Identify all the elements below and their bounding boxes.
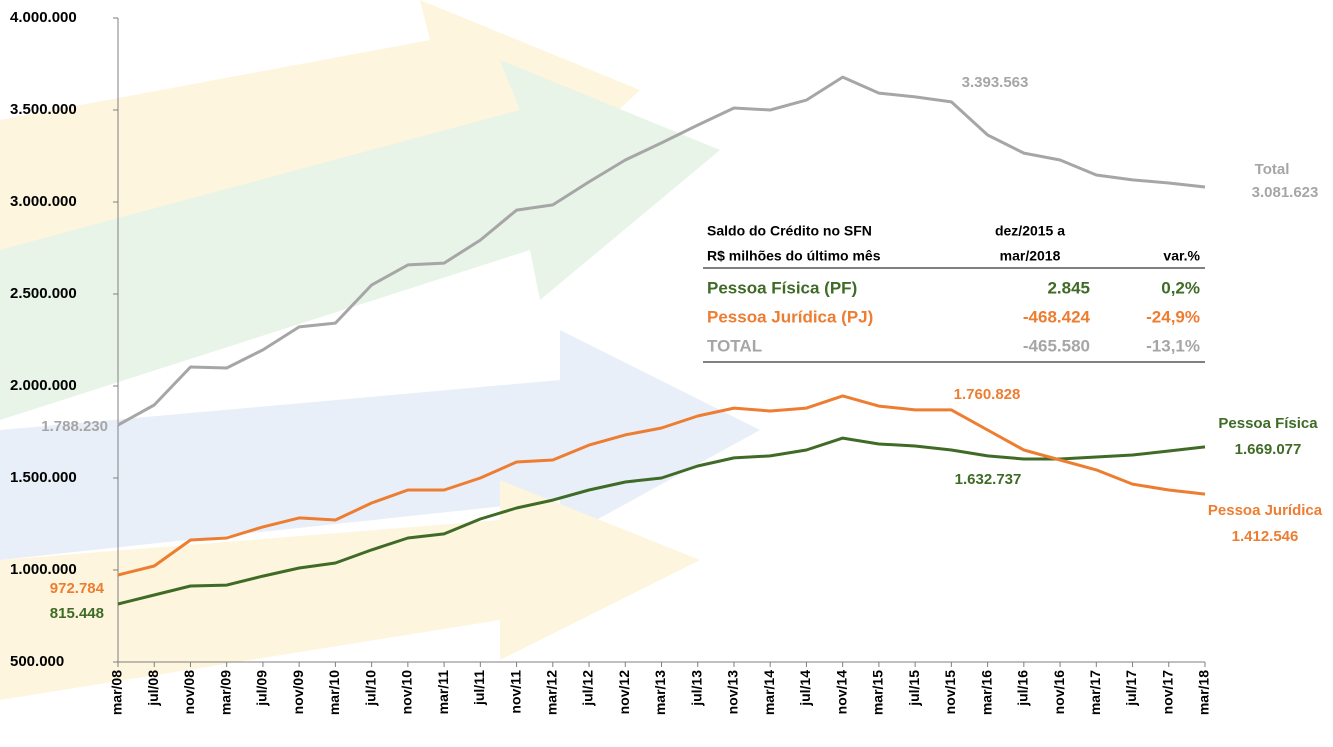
series-label: Total bbox=[1255, 161, 1290, 178]
x-tick-label: mar/14 bbox=[761, 670, 777, 715]
table-header: R$ milhões do último mês bbox=[707, 248, 881, 264]
y-tick-label: 2.500.000 bbox=[10, 285, 77, 302]
y-tick-label: 4.000.000 bbox=[10, 9, 77, 26]
x-tick-label: jul/16 bbox=[1015, 670, 1031, 707]
background-arrows bbox=[0, 0, 760, 700]
table-header: var.% bbox=[1163, 248, 1200, 264]
x-tick-label: mar/09 bbox=[217, 670, 233, 715]
y-tick-label: 500.000 bbox=[10, 653, 64, 670]
x-tick-label: mar/08 bbox=[109, 670, 125, 715]
y-tick-label: 3.500.000 bbox=[10, 101, 77, 118]
x-tick-label: nov/11 bbox=[507, 670, 523, 714]
y-tick-label: 3.000.000 bbox=[10, 193, 77, 210]
table-header: mar/2018 bbox=[1000, 248, 1061, 264]
table-cell: 2.845 bbox=[1047, 278, 1090, 297]
annotation: 972.784 bbox=[50, 580, 105, 597]
table-cell: Pessoa Jurídica (PJ) bbox=[707, 307, 873, 326]
x-tick-label: jul/12 bbox=[580, 670, 596, 707]
x-tick-label: mar/18 bbox=[1196, 670, 1212, 715]
table-cell: TOTAL bbox=[707, 336, 762, 355]
annotation: 1.669.077 bbox=[1235, 441, 1302, 458]
y-tick-label: 2.000.000 bbox=[10, 377, 77, 394]
x-tick-label: jul/11 bbox=[471, 670, 487, 706]
table-cell: Pessoa Física (PF) bbox=[707, 278, 857, 297]
series-label: Pessoa Física bbox=[1218, 415, 1318, 432]
annotation: 3.393.563 bbox=[962, 74, 1029, 91]
y-tick-label: 1.000.000 bbox=[10, 561, 77, 578]
x-tick-label: nov/13 bbox=[725, 670, 741, 715]
series-line bbox=[117, 436, 1206, 606]
y-tick-label: 1.500.000 bbox=[10, 469, 77, 486]
x-tick-label: nov/09 bbox=[290, 670, 306, 715]
x-tick-label: jul/14 bbox=[797, 670, 813, 707]
x-tick-label: mar/11 bbox=[435, 670, 451, 715]
x-tick-label: mar/16 bbox=[978, 670, 994, 715]
x-tick-label: mar/17 bbox=[1087, 670, 1103, 715]
x-tick-label: jul/10 bbox=[362, 670, 378, 707]
x-tick-label: mar/13 bbox=[652, 670, 668, 715]
x-tick-label: jul/13 bbox=[688, 670, 704, 707]
table-cell: -468.424 bbox=[1023, 307, 1091, 326]
x-tick-label: mar/12 bbox=[544, 670, 560, 715]
table-header: dez/2015 a bbox=[995, 223, 1065, 239]
annotation: 1.760.828 bbox=[954, 386, 1021, 403]
annotation: 3.081.623 bbox=[1252, 184, 1319, 201]
x-tick-label: nov/14 bbox=[833, 670, 849, 715]
x-tick-label: nov/17 bbox=[1159, 670, 1175, 715]
x-tick-label: jul/08 bbox=[145, 670, 161, 707]
series-label: Pessoa Jurídica bbox=[1208, 502, 1323, 519]
table-cell: -13,1% bbox=[1146, 336, 1200, 355]
x-tick-label: mar/15 bbox=[870, 670, 886, 715]
annotation: 1.412.546 bbox=[1232, 528, 1299, 545]
table-cell: -24,9% bbox=[1146, 307, 1200, 326]
table-cell: 0,2% bbox=[1161, 278, 1200, 297]
series-line bbox=[117, 394, 1206, 577]
x-tick-label: jul/09 bbox=[254, 670, 270, 707]
table-cell: -465.580 bbox=[1023, 336, 1090, 355]
series-line bbox=[117, 75, 1206, 427]
x-tick-label: nov/12 bbox=[616, 670, 632, 715]
x-tick-label: jul/15 bbox=[906, 670, 922, 707]
table-header: Saldo do Crédito no SFN bbox=[707, 223, 872, 239]
x-tick-label: mar/10 bbox=[326, 670, 342, 715]
x-tick-label: jul/17 bbox=[1123, 670, 1139, 707]
table-bg bbox=[700, 215, 1210, 365]
annotation: 1.788.230 bbox=[41, 418, 108, 435]
annotation: 1.632.737 bbox=[955, 471, 1022, 488]
x-tick-label: nov/08 bbox=[181, 670, 197, 715]
annotation: 815.448 bbox=[50, 605, 104, 622]
x-tick-label: nov/16 bbox=[1051, 670, 1067, 715]
x-tick-label: nov/10 bbox=[399, 670, 415, 715]
x-tick-label: nov/15 bbox=[942, 670, 958, 715]
